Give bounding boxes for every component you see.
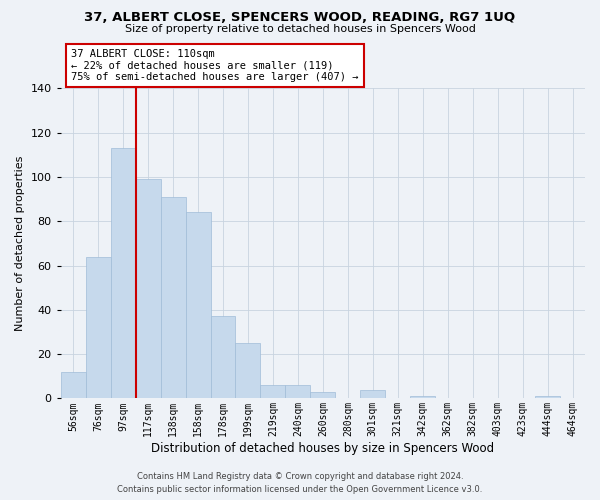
Bar [410, 396, 435, 398]
Bar [161, 197, 185, 398]
Bar [535, 396, 560, 398]
Bar [361, 390, 385, 398]
Bar [61, 372, 86, 398]
Bar [86, 256, 110, 398]
Text: Contains HM Land Registry data © Crown copyright and database right 2024.
Contai: Contains HM Land Registry data © Crown c… [118, 472, 482, 494]
Bar [185, 212, 211, 398]
Bar [310, 392, 335, 398]
Y-axis label: Number of detached properties: Number of detached properties [15, 156, 25, 331]
Bar [260, 385, 286, 398]
Text: 37 ALBERT CLOSE: 110sqm
← 22% of detached houses are smaller (119)
75% of semi-d: 37 ALBERT CLOSE: 110sqm ← 22% of detache… [71, 49, 359, 82]
Bar [110, 148, 136, 399]
Bar [286, 385, 310, 398]
Bar [235, 343, 260, 398]
Text: 37, ALBERT CLOSE, SPENCERS WOOD, READING, RG7 1UQ: 37, ALBERT CLOSE, SPENCERS WOOD, READING… [85, 11, 515, 24]
Bar [136, 179, 161, 398]
X-axis label: Distribution of detached houses by size in Spencers Wood: Distribution of detached houses by size … [151, 442, 494, 455]
Bar [211, 316, 235, 398]
Text: Size of property relative to detached houses in Spencers Wood: Size of property relative to detached ho… [125, 24, 475, 34]
